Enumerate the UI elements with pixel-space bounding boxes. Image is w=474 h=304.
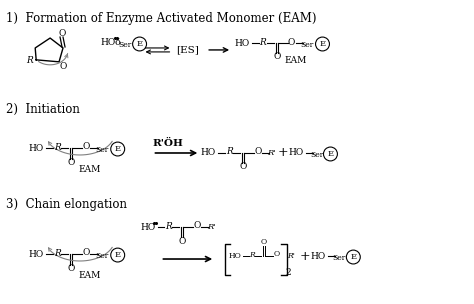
Text: R: R: [54, 249, 61, 257]
Text: EAM: EAM: [284, 56, 307, 65]
Text: R: R: [226, 147, 232, 157]
Text: Ser: Ser: [310, 151, 323, 159]
Text: HO: HO: [28, 143, 44, 153]
Text: O: O: [82, 142, 90, 150]
Text: Ser: Ser: [118, 41, 131, 49]
Text: O: O: [67, 158, 75, 168]
Text: R: R: [259, 37, 266, 47]
Text: R: R: [249, 251, 255, 259]
Text: +: +: [299, 250, 310, 263]
Text: R: R: [54, 143, 61, 152]
Text: O: O: [273, 250, 280, 258]
Text: HO: HO: [311, 251, 326, 261]
Text: E: E: [350, 253, 356, 261]
Text: EAM: EAM: [79, 271, 101, 280]
Text: R': R': [207, 223, 215, 231]
Text: [ES]: [ES]: [176, 45, 199, 54]
Text: E: E: [319, 40, 326, 48]
Text: O: O: [59, 62, 67, 71]
Text: 1)  Formation of Enzyme Activated Monomer (EAM): 1) Formation of Enzyme Activated Monomer…: [6, 12, 317, 25]
Text: HO: HO: [28, 250, 44, 259]
Text: HO: HO: [201, 148, 216, 157]
Text: O: O: [288, 37, 295, 47]
Text: HO: HO: [141, 223, 156, 232]
Text: O: O: [82, 247, 90, 257]
Text: E: E: [115, 145, 121, 153]
Text: E: E: [137, 40, 143, 48]
Text: 2: 2: [286, 268, 292, 277]
Text: O: O: [239, 162, 246, 171]
Text: HO: HO: [100, 37, 115, 47]
Text: R: R: [26, 56, 33, 65]
Text: O: O: [193, 221, 201, 230]
Text: HO: HO: [228, 252, 241, 260]
Text: O: O: [254, 147, 262, 156]
Text: ö: ö: [115, 37, 121, 47]
Text: EAM: EAM: [79, 165, 101, 174]
Text: Ser: Ser: [300, 41, 313, 49]
Text: R': R': [287, 252, 295, 260]
Text: O: O: [67, 264, 75, 273]
Text: O: O: [179, 237, 186, 246]
Text: R': R': [267, 149, 276, 157]
Text: R'ÖH: R'ÖH: [152, 139, 183, 148]
Text: Ser: Ser: [95, 252, 109, 260]
Text: E: E: [115, 251, 121, 259]
Text: O: O: [273, 52, 281, 61]
Text: O: O: [58, 29, 66, 38]
Text: E: E: [328, 150, 334, 158]
Text: Ser: Ser: [333, 254, 346, 262]
Text: R: R: [165, 222, 172, 231]
Text: O: O: [261, 238, 267, 246]
Text: HO: HO: [288, 148, 303, 157]
Text: 2)  Initiation: 2) Initiation: [6, 103, 80, 116]
Text: 3)  Chain elongation: 3) Chain elongation: [6, 198, 128, 211]
Text: +: +: [277, 147, 288, 160]
Text: HO: HO: [234, 39, 250, 47]
Text: ..: ..: [116, 34, 120, 42]
Text: Ser: Ser: [95, 146, 109, 154]
